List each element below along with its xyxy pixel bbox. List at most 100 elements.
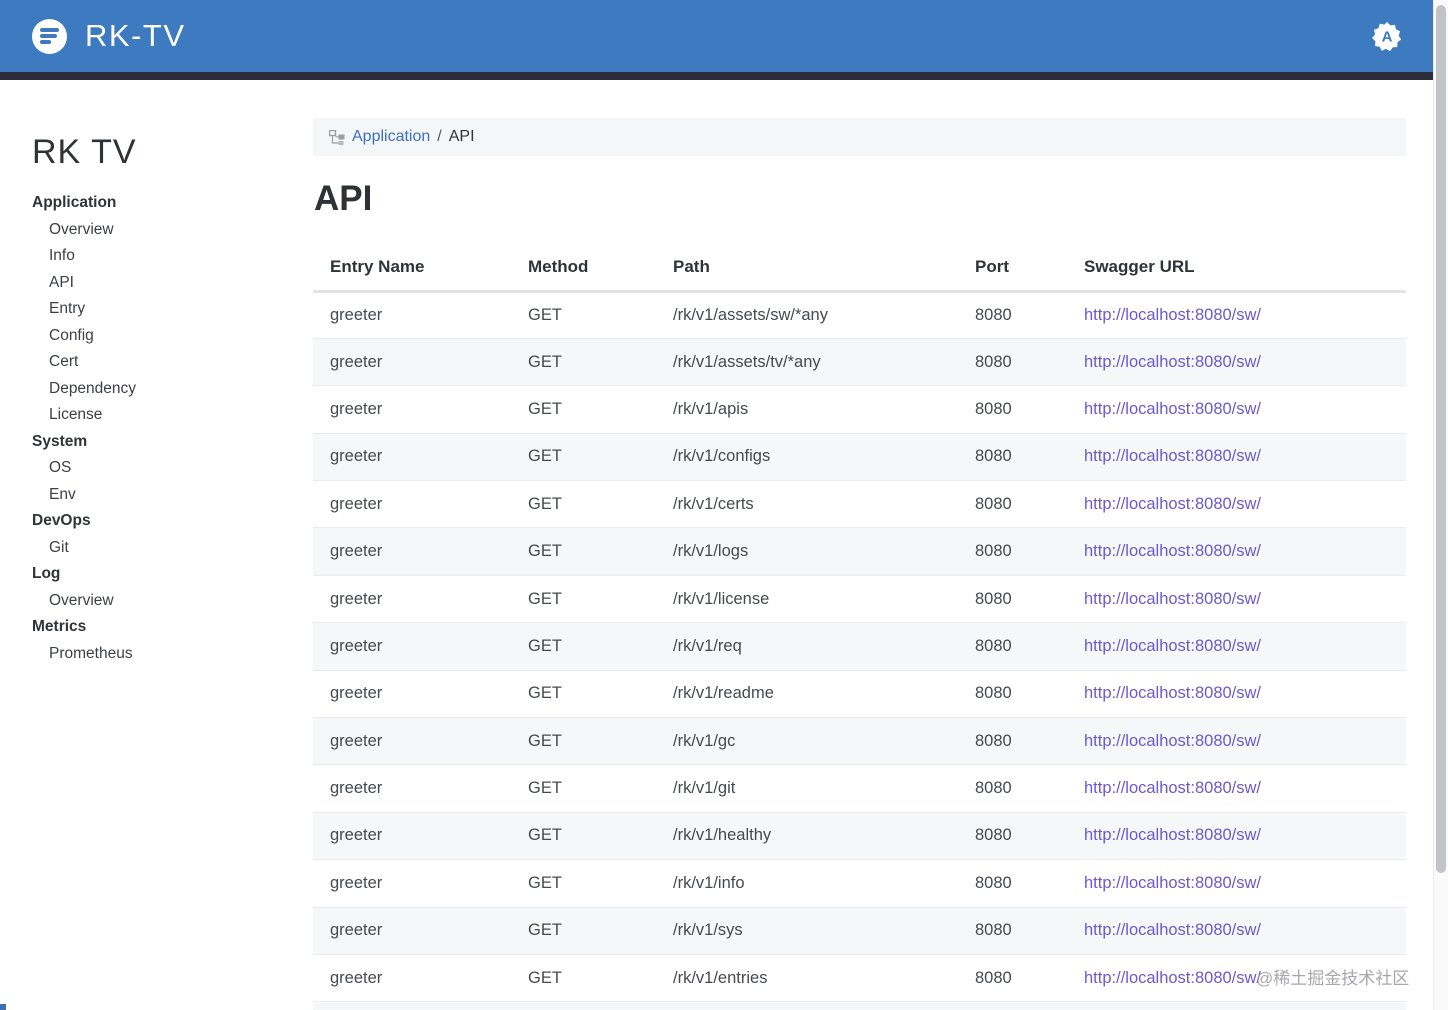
sidebar-nav: Application Overview Info API Entry Config Ce… <box>32 190 136 667</box>
table-row: greeter GET /rk/v1/assets/sw/*any 8080 h… <box>313 291 1406 339</box>
entry-name-cell: greeter <box>313 338 528 387</box>
method-cell: GET <box>528 385 673 434</box>
table-row: greeter GET /rk/v1/req 8080 http://local… <box>313 622 1406 671</box>
swagger-url-cell: http://localhost:8080/sw/ <box>1084 622 1406 671</box>
port-cell: 8080 <box>975 338 1084 387</box>
sidebar-item[interactable]: Env <box>49 485 76 503</box>
a-seal-badge-icon[interactable]: A <box>1372 21 1402 52</box>
swagger-url-link[interactable]: http://localhost:8080/sw/ <box>1084 826 1262 845</box>
sidebar-item[interactable]: Entry <box>49 300 86 317</box>
swagger-url-link[interactable]: http://localhost:8080/sw/ <box>1084 731 1262 750</box>
sidebar: RK TV Application Overview Info API Entry Co… <box>0 80 313 1010</box>
swagger-url-cell: http://localhost:8080/sw/ <box>1084 385 1406 434</box>
method-cell: GET <box>528 717 673 766</box>
path-cell: /rk/v1/assets/tv/*any <box>673 338 975 387</box>
column-header: Entry Name <box>313 245 528 293</box>
breadcrumb: Application / API <box>313 118 1406 156</box>
swagger-url-link[interactable]: http://localhost:8080/sw/ <box>1084 684 1262 703</box>
nav-group-label: DevOps <box>32 512 91 529</box>
nav-group-label: System <box>32 432 88 450</box>
swagger-url-cell: http://localhost:8080/sw/ <box>1084 907 1406 955</box>
table-row: greeter GET /rk/v1/license 8080 http://l… <box>313 575 1406 624</box>
page-title: API <box>314 179 373 218</box>
port-cell: 8080 <box>975 622 1084 671</box>
sidebar-item[interactable]: Dependency <box>49 379 137 397</box>
entry-name-cell: greeter <box>313 954 528 1003</box>
swagger-url-link[interactable]: http://localhost:8080/sw/ <box>1084 589 1262 608</box>
table-row: greeter GET /rk/v1/gc 8080 http://localh… <box>313 717 1406 766</box>
path-cell: /rk/v1/info <box>673 859 975 908</box>
table-row: greeter GET /rk/v1/sys 8080 http://local… <box>313 907 1406 955</box>
column-header: Method <box>528 245 673 293</box>
swagger-url-link[interactable]: http://localhost:8080/sw/ <box>1084 542 1262 561</box>
entry-name-cell: greeter <box>313 812 528 861</box>
swagger-url-link[interactable]: http://localhost:8080/sw/ <box>1084 779 1262 798</box>
entry-name-cell: greeter <box>313 764 528 813</box>
column-header: Path <box>673 245 975 293</box>
swagger-url-link[interactable]: http://localhost:8080/sw/ <box>1084 968 1262 987</box>
method-cell: GET <box>528 764 673 813</box>
swagger-url-link[interactable]: http://localhost:8080/sw/ <box>1084 873 1262 892</box>
entry-name-cell: greeter <box>313 385 528 434</box>
sidebar-item[interactable]: API <box>49 273 74 291</box>
table-row: greeter GET /rk/v1/entries 8080 http://l… <box>313 954 1406 1003</box>
swagger-url-link[interactable]: http://localhost:8080/sw/ <box>1084 447 1262 466</box>
port-cell: 8080 <box>975 527 1084 576</box>
method-cell: GET <box>528 480 673 529</box>
port-cell: 8080 <box>975 433 1084 482</box>
port-cell: 8080 <box>975 812 1084 861</box>
table-header-row: Entry Name Method Path Port Swagger URL <box>313 245 1406 293</box>
table-row: greeter GET /rk/v1/configs 8080 http://l… <box>313 433 1406 482</box>
scrollbar-thumb[interactable] <box>1436 5 1446 873</box>
port-cell: 8080 <box>975 907 1084 955</box>
entry-name-cell: greeter <box>313 480 528 529</box>
path-cell: /rk/v1/apis <box>673 385 975 434</box>
swagger-url-link[interactable]: http://localhost:8080/sw/ <box>1084 305 1262 324</box>
method-cell: GET <box>528 291 673 339</box>
sidebar-item[interactable]: Overview <box>49 591 114 609</box>
nav-group: Log Overview <box>32 561 136 614</box>
sidebar-item[interactable]: Git <box>49 538 69 556</box>
brand-home-link[interactable]: RK-TV <box>32 18 186 54</box>
swagger-url-cell: http://localhost:8080/sw/ <box>1084 670 1406 719</box>
swagger-url-cell: http://localhost:8080/sw/ <box>1084 954 1406 1003</box>
method-cell: GET <box>528 433 673 482</box>
entry-name-cell: greeter <box>313 717 528 766</box>
sidebar-item[interactable]: Prometheus <box>49 644 133 662</box>
sidebar-item[interactable]: Info <box>49 247 75 264</box>
swagger-url-cell: http://localhost:8080/sw/ <box>1084 291 1406 339</box>
nav-group: Metrics Prometheus <box>32 614 136 667</box>
entry-name-cell: greeter <box>313 907 528 955</box>
path-cell: /rk/v1/assets/sw/*any <box>673 291 975 339</box>
page-scrollbar[interactable] <box>1433 0 1448 1010</box>
column-header: Port <box>975 245 1084 293</box>
swagger-url-link[interactable]: http://localhost:8080/sw/ <box>1084 494 1262 513</box>
navbar-shadow-strip <box>0 72 1448 80</box>
method-cell: GET <box>528 622 673 671</box>
swagger-url-cell: http://localhost:8080/sw/ <box>1084 859 1406 908</box>
path-cell: /rk/v1/certs <box>673 480 975 529</box>
sitemap-icon <box>328 129 345 145</box>
sidebar-item[interactable]: Config <box>49 326 94 344</box>
breadcrumb-parent-link[interactable]: Application <box>352 128 431 145</box>
sidebar-item[interactable]: Cert <box>49 353 79 370</box>
swagger-url-link[interactable]: http://localhost:8080/sw/ <box>1084 399 1262 418</box>
swagger-url-link[interactable]: http://localhost:8080/sw/ <box>1084 636 1262 655</box>
method-cell: GET <box>528 859 673 908</box>
swagger-url-cell: http://localhost:8080/sw/ <box>1084 338 1406 387</box>
path-cell: /rk/v1/logs <box>673 527 975 576</box>
sidebar-item[interactable]: OS <box>49 459 72 476</box>
sidebar-item[interactable]: License <box>49 406 103 423</box>
nav-group-label: Metrics <box>32 618 87 635</box>
swagger-url-link[interactable]: http://localhost:8080/sw/ <box>1084 921 1262 940</box>
sidebar-title: RK TV <box>32 133 137 171</box>
port-cell: 8080 <box>975 859 1084 908</box>
sidebar-item[interactable]: Overview <box>49 220 114 238</box>
method-cell: GET <box>528 338 673 387</box>
entry-name-cell: greeter <box>313 670 528 719</box>
swagger-url-link[interactable]: http://localhost:8080/sw/ <box>1084 352 1262 371</box>
table-row: greeter GET /rk/v1/certs 8080 http://loc… <box>313 480 1406 529</box>
swagger-url-cell: http://localhost:8080/sw/ <box>1084 527 1406 576</box>
method-cell: GET <box>528 527 673 576</box>
table-row: greeter GET /rk/v1/readme 8080 http://lo… <box>313 670 1406 719</box>
